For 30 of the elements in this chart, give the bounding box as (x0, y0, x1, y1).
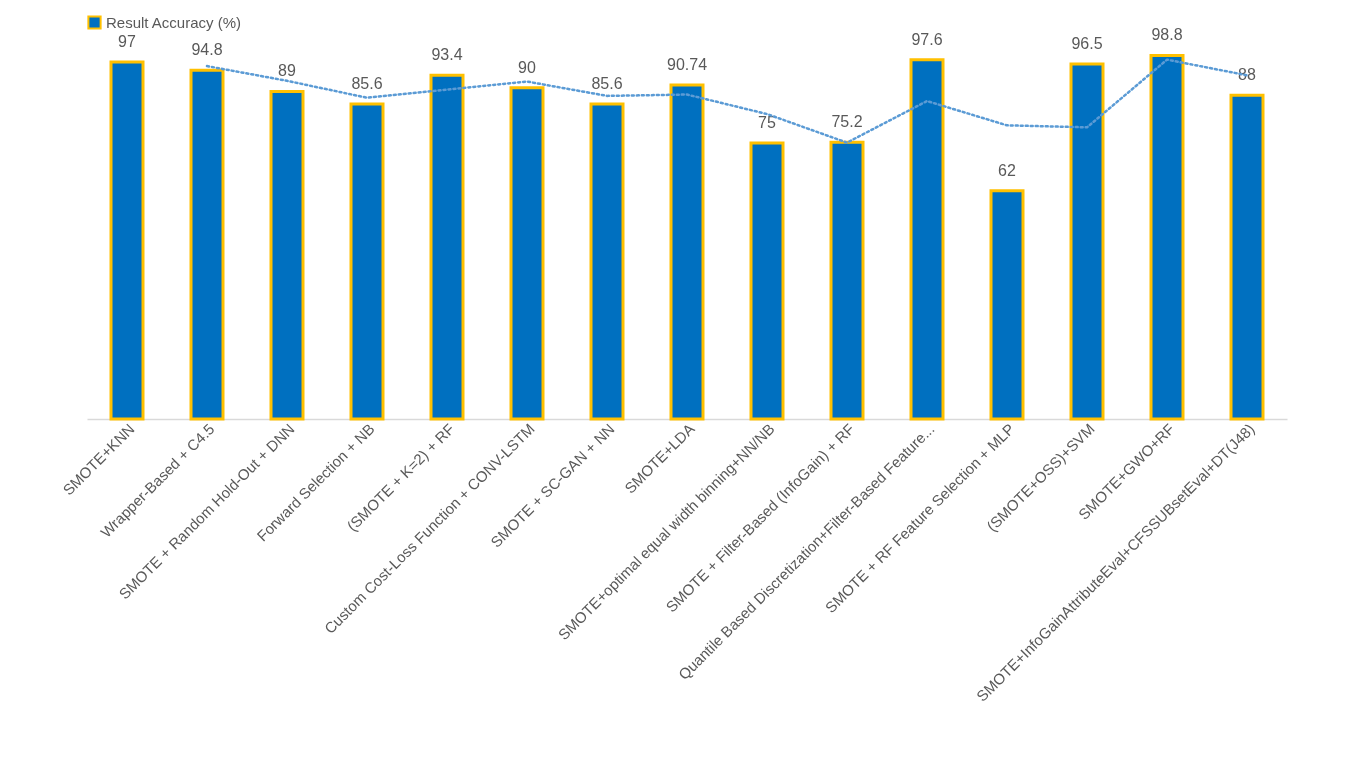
bar (189, 68, 225, 421)
data-label: 90 (518, 58, 536, 76)
data-label: 89 (278, 62, 296, 80)
data-label: 75 (758, 114, 776, 131)
data-label: 96.5 (1071, 34, 1103, 52)
data-label: 97 (118, 33, 136, 51)
bar (509, 86, 545, 421)
data-label: 75.2 (831, 113, 863, 131)
bar (829, 140, 865, 421)
bar (429, 73, 465, 421)
bar (1149, 53, 1185, 421)
bar (589, 102, 625, 421)
data-label: 62 (998, 161, 1016, 179)
bar (909, 58, 945, 421)
bar (1069, 62, 1105, 421)
bar (1229, 93, 1265, 421)
bar (669, 83, 705, 421)
legend-label: Result Accuracy (%) (106, 13, 242, 31)
data-label: 97.6 (911, 30, 943, 48)
bar (269, 89, 305, 421)
data-label: 90.74 (666, 56, 708, 74)
data-label: 98.8 (1151, 26, 1183, 44)
data-label: 85.6 (351, 74, 383, 92)
data-label: 94.8 (191, 41, 223, 59)
data-label: 93.4 (431, 46, 463, 64)
bar (349, 102, 385, 421)
bar (749, 141, 785, 421)
bar (989, 189, 1025, 421)
bar (109, 60, 145, 421)
data-label: 85.6 (591, 74, 623, 92)
